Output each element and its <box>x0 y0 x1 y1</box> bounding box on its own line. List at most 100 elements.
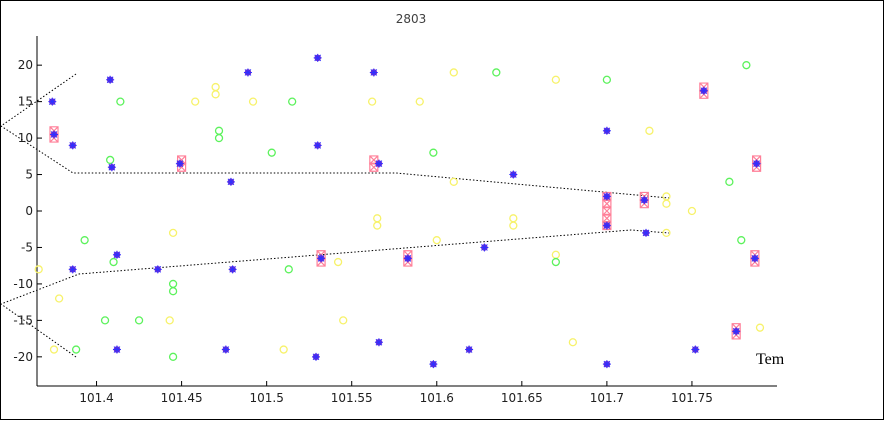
data-point-star <box>752 159 761 168</box>
data-point-star <box>112 250 121 259</box>
data-point-circle <box>211 82 220 92</box>
data-point-circle <box>367 97 377 106</box>
data-point-circle <box>248 97 258 106</box>
data-point-star <box>732 327 741 336</box>
data-point-circle <box>492 68 501 77</box>
data-point-circle <box>54 294 64 303</box>
data-point-star <box>369 68 378 77</box>
data-point-star <box>602 126 611 135</box>
x-tick-label: 101.55 <box>331 391 373 405</box>
data-point-circle <box>168 352 178 361</box>
data-point-circle <box>267 148 276 157</box>
data-point-circle <box>279 345 288 354</box>
data-point-circle <box>742 61 751 70</box>
data-point-star <box>226 177 235 186</box>
data-point-circle <box>34 265 43 274</box>
plot-area: 101.4 101.45 101.5 101.55 101.6 101.65 101.7 10… <box>1 36 777 405</box>
data-point-star <box>509 170 518 179</box>
data-point-star <box>640 196 649 205</box>
data-point-circle <box>105 155 115 165</box>
data-point-circle <box>509 221 518 230</box>
data-point-circle <box>168 287 178 296</box>
y-tick-label: 0 <box>25 204 33 218</box>
data-point-circle <box>662 192 671 201</box>
y-tick-label: 10 <box>18 131 33 145</box>
y-tick-label: -20 <box>13 350 33 364</box>
data-point-star <box>602 192 611 201</box>
data-point-star <box>699 86 708 95</box>
data-point-star <box>106 75 115 84</box>
data-point-circle <box>100 316 110 325</box>
x-tick-label: 101.4 <box>79 391 113 405</box>
x-tick-label: 101.6 <box>420 391 454 405</box>
data-point-circle <box>116 97 125 106</box>
data-point-circle <box>429 148 438 157</box>
data-point-circle <box>214 133 224 143</box>
data-point-circle <box>373 214 382 223</box>
x-tick-label: 101.45 <box>161 391 203 405</box>
data-point-star <box>175 159 184 168</box>
data-point-star <box>153 265 162 274</box>
data-point-star <box>750 254 759 263</box>
data-point-circle <box>168 279 178 289</box>
data-point-circle <box>333 257 343 267</box>
y-tick-label: 5 <box>25 168 33 182</box>
data-point-circle <box>415 97 424 106</box>
data-point-circle <box>551 75 561 84</box>
y-tick-label: -5 <box>21 240 33 254</box>
y-tick-label: -15 <box>13 313 33 327</box>
data-point-star <box>313 141 322 150</box>
data-point-circle <box>339 316 348 325</box>
data-point-circle <box>662 228 671 238</box>
data-point-circle <box>568 338 578 347</box>
data-point-star <box>374 338 383 347</box>
data-point-star <box>68 141 77 150</box>
data-point-circle <box>134 316 144 325</box>
data-point-star <box>50 130 59 139</box>
data-point-star <box>48 97 57 106</box>
data-point-circle <box>109 257 118 267</box>
x-tick-label: 101.65 <box>501 391 543 405</box>
y-tick-label: 15 <box>18 95 33 109</box>
data-point-circle <box>71 345 81 354</box>
y-tick-label: -10 <box>13 277 33 291</box>
x-tick-label: 101.7 <box>590 391 624 405</box>
data-point-circle <box>288 97 297 106</box>
data-point-circle <box>284 265 293 274</box>
data-point-circle <box>373 221 382 230</box>
data-point-circle <box>687 206 697 216</box>
data-point-circle <box>755 323 765 332</box>
data-point-star <box>374 159 383 168</box>
data-point-star <box>221 345 230 354</box>
data-point-star <box>243 68 252 77</box>
data-point-star <box>602 360 611 369</box>
data-point-circle <box>602 75 612 84</box>
x-tick-label: 101.5 <box>249 391 283 405</box>
data-point-star <box>602 221 611 230</box>
data-point-circle <box>449 68 458 77</box>
data-point-star <box>107 163 116 172</box>
data-point-circle <box>737 236 746 245</box>
x-tick-label: 101.75 <box>671 391 713 405</box>
data-point-circle <box>551 257 561 267</box>
data-point-circle <box>662 199 671 208</box>
data-point-circle <box>165 316 174 325</box>
data-point-star <box>691 345 700 354</box>
data-point-circle <box>80 236 89 245</box>
data-point-star <box>112 345 121 354</box>
data-point-circle <box>49 345 59 354</box>
chart-title: 2803 <box>396 12 427 26</box>
data-point-star <box>429 360 438 369</box>
data-point-star <box>311 352 320 361</box>
data-point-star <box>403 254 412 263</box>
data-point-star <box>642 228 651 237</box>
data-point-circle <box>509 214 518 223</box>
data-point-circle <box>211 90 220 99</box>
data-point-star <box>313 53 322 62</box>
data-point-circle <box>725 177 734 186</box>
data-point-circle <box>432 236 441 245</box>
data-point-circle <box>551 250 561 259</box>
data-point-star <box>465 345 474 354</box>
